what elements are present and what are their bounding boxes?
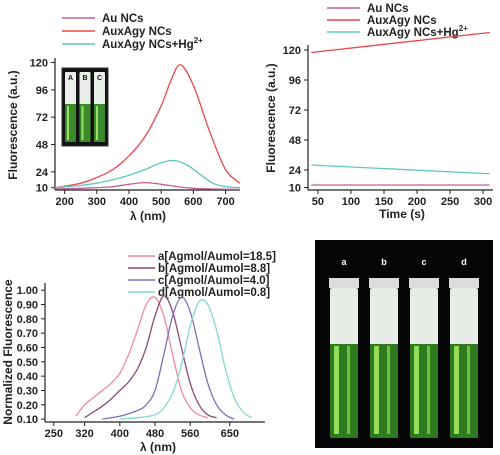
vial-highlight <box>347 346 350 434</box>
panel2-ytick-label: 96 <box>289 75 301 87</box>
panel1-series-line <box>54 159 241 189</box>
vial-highlight <box>454 346 459 434</box>
vial-highlight <box>334 346 339 434</box>
legend-label-au: Au NCs <box>102 13 144 25</box>
photo-vial-label: d <box>461 257 467 267</box>
panel3-ytick-label: 1.00 <box>17 285 38 297</box>
panel3-xtick-label: 400 <box>111 428 129 440</box>
panel1-xtick-label: 600 <box>184 196 202 208</box>
panel1-xtick-label: 200 <box>55 196 73 208</box>
panel2-xtick-label: 100 <box>342 196 360 208</box>
panel1-series-line <box>54 64 241 189</box>
panel-top-right: Au NCs AuxAgy NCs AuxAgy NCs+Hg2+ Fluore… <box>264 3 493 221</box>
legend-label-auxagy: AuxAgy NCs <box>367 15 437 27</box>
panel3-ytick-label: 0.70 <box>17 328 38 340</box>
inset-vial-liquid <box>79 104 91 142</box>
panel3-ytick-label: 0.30 <box>17 385 38 397</box>
panel1-xtick-label: 300 <box>88 196 106 208</box>
panel2-ytick-label: 72 <box>289 105 301 117</box>
panel3-series-line <box>84 295 217 419</box>
panel2-series-line <box>311 164 490 175</box>
inset-vial-label: B <box>82 75 87 82</box>
panel1-xlabel: λ (nm) <box>130 209 166 223</box>
panel3-ytick-label: 0.20 <box>17 400 38 412</box>
photo-vial-label: c <box>421 257 426 267</box>
panel3-ytick-label: 0.60 <box>17 342 38 354</box>
panel1-ytick-label: 120 <box>30 58 48 70</box>
panel3-xtick-label: 560 <box>181 428 199 440</box>
panel2-ytick-label: 10 <box>289 183 301 195</box>
panel1-legend: Au NCs AuxAgy NCs AuxAgy NCs+Hg2+ <box>62 13 203 51</box>
inset-vial-highlight <box>81 106 84 140</box>
vial-highlight <box>387 346 390 434</box>
panel3-xtick-label: 480 <box>146 428 164 440</box>
panel3-ytick-label: 0.10 <box>17 414 38 426</box>
vial-photo: a b c d <box>315 240 493 448</box>
panel2-legend: Au NCs AuxAgy NCs AuxAgy NCs+Hg2+ <box>327 3 468 39</box>
legend-label-au: Au NCs <box>367 3 409 15</box>
vial-highlight <box>374 346 379 434</box>
vial-highlight <box>467 346 470 434</box>
panel3-ylabel: Normalized Fluorescence <box>1 279 15 425</box>
panel1-xtick-label: 700 <box>216 196 234 208</box>
vial-highlight <box>414 346 419 434</box>
panel3-xtick-label: 250 <box>45 428 63 440</box>
inset-vial-liquid <box>65 104 76 142</box>
panel1-ytick-label: 24 <box>36 167 49 179</box>
panel3-ytick-label: 0.90 <box>17 299 38 311</box>
panel2-xtick-label: 200 <box>408 196 426 208</box>
panel1-ylabel: Fluorescence (a.u.) <box>6 70 20 179</box>
panel1-series-line <box>54 181 241 191</box>
panel2-ytick-label: 120 <box>283 45 301 57</box>
legend-label-auxagy: AuxAgy NCs <box>102 26 172 38</box>
panel2-xtick-label: 150 <box>375 196 393 208</box>
panel1-ytick-label: 10 <box>36 183 48 195</box>
panel3-series-line <box>119 299 253 420</box>
panel3-xlabel: λ (nm) <box>140 440 176 454</box>
vial-cap <box>409 278 439 288</box>
inset-vial-label: C <box>97 75 102 82</box>
panel3-xtick-label: 650 <box>221 428 239 440</box>
legend-label-d: d[Agmol/Aumol=0.8] <box>158 287 270 299</box>
inset-vial-liquid <box>94 104 105 142</box>
panel2-xtick-label: 50 <box>312 196 324 208</box>
panel2-series-line <box>311 31 490 54</box>
vial-cap <box>369 278 399 288</box>
vial-highlight <box>427 346 430 434</box>
inset-vial-label: A <box>68 75 73 82</box>
photo-vial-label: a <box>341 257 347 267</box>
panel2-xtick-label: 300 <box>474 196 492 208</box>
panel3-series-line <box>102 296 235 420</box>
panel3-legend: a[Agmol/Aumol=18.5] b[Agmol/Aumol=8.8] c… <box>128 251 276 299</box>
panel1-xtick-label: 400 <box>120 196 138 208</box>
inset-vial-highlight <box>96 106 98 140</box>
vial-cap <box>449 278 479 288</box>
panel3-ytick-label: 0.50 <box>17 357 38 369</box>
panel1-xtick-label: 500 <box>152 196 170 208</box>
panel2-ytick-label: 24 <box>289 165 302 177</box>
legend-label-a: a[Agmol/Aumol=18.5] <box>158 251 276 263</box>
panel2-xtick-label: 250 <box>441 196 459 208</box>
vial-inset: A B C <box>61 67 109 147</box>
panel-top-left: Au NCs AuxAgy NCs AuxAgy NCs+Hg2+ Fluore… <box>6 13 241 223</box>
legend-label-auxagy-hg: AuxAgy NCs+Hg2+ <box>367 24 468 39</box>
legend-label-auxagy-hg: AuxAgy NCs+Hg2+ <box>102 36 203 51</box>
panel3-series-line <box>75 296 209 419</box>
panel2-ylabel: Fluorescence (a.u.) <box>264 63 278 172</box>
vial-cap <box>329 278 359 288</box>
panel3-ytick-label: 0.40 <box>17 371 38 383</box>
legend-label-c: c[Agmol/Aumol=4.0] <box>158 275 270 287</box>
panel3-ytick-label: 0.80 <box>17 314 38 326</box>
panel1-ytick-label: 96 <box>36 85 48 97</box>
panel3-xtick-label: 320 <box>75 428 93 440</box>
inset-vial-highlight <box>67 106 69 140</box>
panel2-ytick-label: 48 <box>289 135 301 147</box>
panel1-ytick-label: 48 <box>36 139 48 151</box>
panel-bottom-left: a[Agmol/Aumol=18.5] b[Agmol/Aumol=8.8] c… <box>1 251 276 454</box>
legend-label-b: b[Agmol/Aumol=8.8] <box>158 263 270 275</box>
panel1-ytick-label: 72 <box>36 112 48 124</box>
photo-vial-label: b <box>381 257 387 267</box>
panel2-xlabel: Time (s) <box>379 207 425 221</box>
